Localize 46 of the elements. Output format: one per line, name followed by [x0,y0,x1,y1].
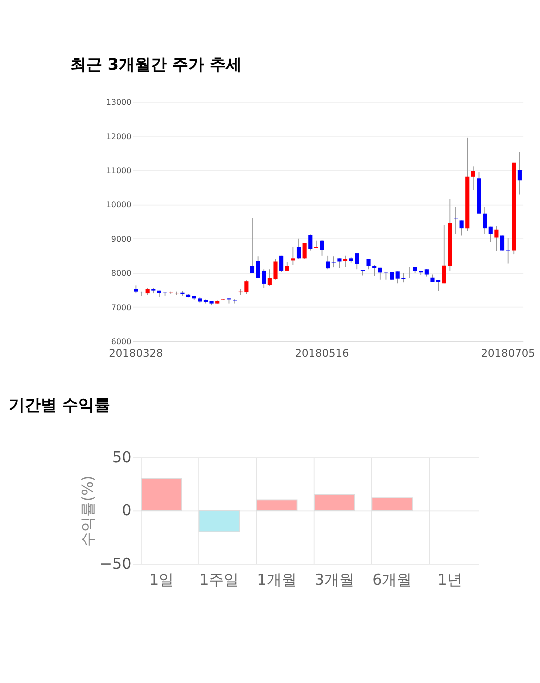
y-tick-label: 11000 [106,166,132,176]
y-tick-label: −50 [100,554,132,573]
y-tick-label: 12000 [106,132,132,142]
candlestick [343,255,348,268]
x-tick-label: 3개월 [314,570,355,589]
x-tick-label: 20180328 [109,346,164,360]
candlestick [500,235,505,252]
y-tick-label: 8000 [111,269,132,278]
candlestick [372,265,377,277]
candlestick [314,240,318,249]
x-tick-label: 1주일 [200,570,240,589]
y-tick-label: 7000 [111,303,132,312]
candlestick [506,238,510,264]
y-axis-title: 수익률(%) [78,476,97,547]
candlestick [488,226,493,243]
candlestick [296,238,302,260]
candlestick [407,266,412,279]
chart-title: 최근 3개월간 주가 추세 [70,55,242,74]
chart-title: 기간별 수익률 [8,396,111,415]
candlestick [471,166,476,191]
candlestick [442,224,446,284]
y-tick-label: 6000 [111,338,132,347]
candlestick [338,258,342,269]
x-tick-label: 6개월 [372,570,412,589]
y-tick-label: 9000 [111,234,132,244]
x-tick-label: 1일 [150,570,174,589]
candlestick [483,206,488,235]
candlestick [460,220,464,236]
y-tick-label: 10000 [106,200,132,210]
candlestick [280,255,284,272]
x-tick-label: 1년 [438,570,462,589]
candlestick [332,256,336,268]
candlestick [302,242,307,260]
candlestick [291,246,296,266]
candlestick [494,226,499,252]
candlestick [320,240,324,256]
y-tick-label: 0 [122,502,132,520]
candlestick [308,234,313,252]
x-tick-label: 1개월 [257,570,297,589]
candlestick [518,152,522,196]
x-tick-label: 20180705 [481,346,536,360]
y-tick-label: 13000 [106,98,132,108]
candlestick [326,255,330,270]
candlestick [250,218,255,274]
x-tick-label: 20180516 [295,346,350,360]
y-tick-label: 50 [112,448,132,466]
